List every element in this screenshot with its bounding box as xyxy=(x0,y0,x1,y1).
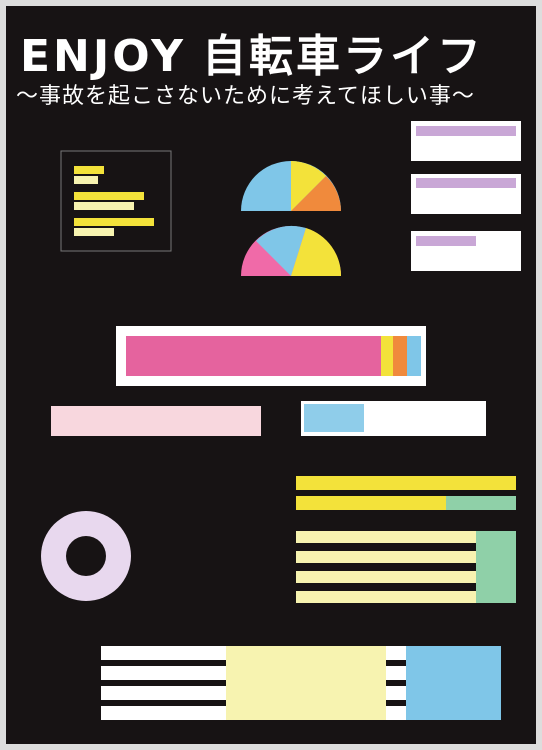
decor-bar xyxy=(74,218,154,226)
decor-bar xyxy=(406,646,501,720)
mid-bars xyxy=(296,476,516,603)
decor-bar xyxy=(416,178,516,188)
decor-bar xyxy=(393,336,407,376)
bar-panel xyxy=(61,151,171,251)
decor-bar xyxy=(296,476,516,490)
decor-bar xyxy=(381,336,393,376)
donut xyxy=(41,511,131,601)
decor-bar xyxy=(476,531,516,603)
bottom-bars xyxy=(101,646,501,720)
decor-bar xyxy=(126,336,381,376)
decor-bar xyxy=(407,336,421,376)
decor-bar xyxy=(416,236,476,246)
decor-bar xyxy=(226,646,386,720)
decor-bar xyxy=(74,176,98,184)
big-bar xyxy=(51,326,486,436)
right-panels xyxy=(411,121,521,271)
donut-hole xyxy=(66,536,106,576)
decor-bar xyxy=(446,496,516,510)
decor-bar xyxy=(74,202,134,210)
poster-graphics xyxy=(6,6,536,744)
half-pies xyxy=(241,161,341,276)
decor-bar xyxy=(74,228,114,236)
page: ENJOY自転車ライフ 〜事故を起こさないために考えてほしい事〜 xyxy=(0,0,542,750)
decor-bar xyxy=(74,192,144,200)
decor-bar xyxy=(416,126,516,136)
panel xyxy=(304,404,364,432)
decor-bar xyxy=(74,166,104,174)
panel xyxy=(51,406,261,436)
